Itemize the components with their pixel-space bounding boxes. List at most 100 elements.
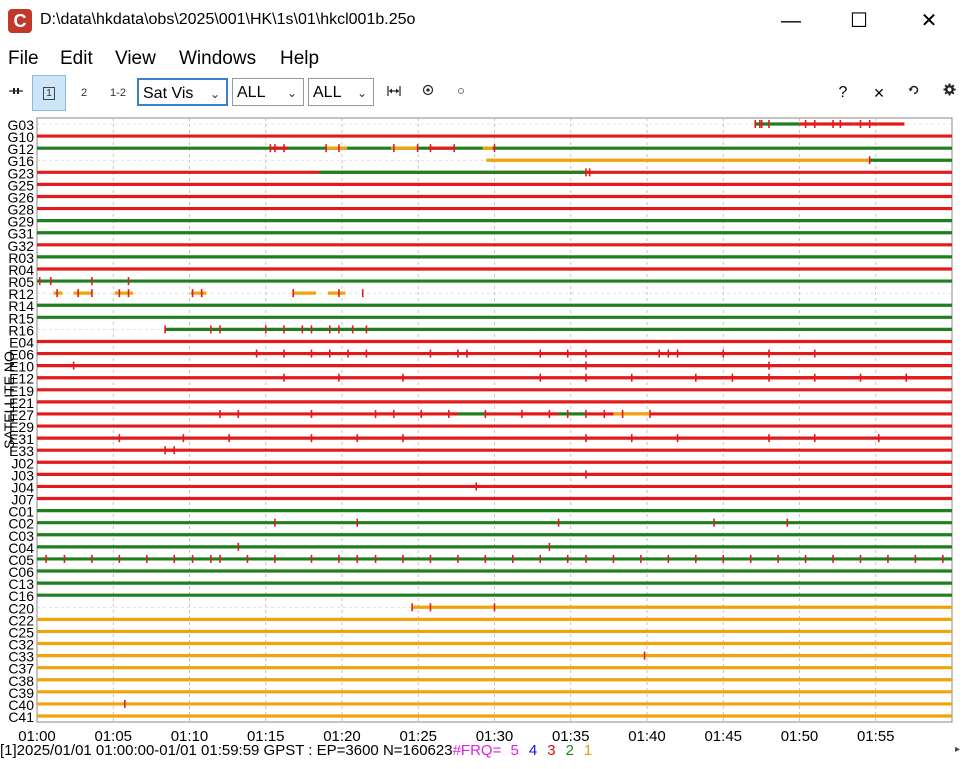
sat-label-G29: G29 (8, 214, 35, 230)
toolbar: 1 2 1-2 Sat Vis ⌄ ALL ⌄ ALL ⌄ ? × (0, 74, 964, 112)
menu-file[interactable]: File (8, 48, 39, 69)
x-tick-label: 01:20 (323, 728, 361, 742)
freq-value: ALL (237, 84, 266, 101)
chevron-down-icon: ⌄ (209, 87, 220, 101)
sat-label-G31: G31 (8, 226, 35, 242)
freq-select[interactable]: ALL ⌄ (232, 78, 304, 106)
sat-label-E29: E29 (9, 419, 34, 435)
close-button[interactable]: ✕ (920, 10, 938, 32)
sat-label-J07: J07 (11, 492, 34, 508)
plot-type-select[interactable]: Sat Vis ⌄ (137, 78, 228, 106)
resize-grip-icon: ▸ (954, 744, 960, 755)
sat-label-E27: E27 (9, 407, 34, 423)
sat-label-E12: E12 (9, 371, 34, 387)
sat-label-C03: C03 (8, 528, 34, 544)
sat-label-C22: C22 (8, 612, 34, 628)
sat-label-G25: G25 (8, 177, 35, 193)
x-tick-label: 01:45 (704, 728, 742, 742)
chevron-down-icon: ⌄ (356, 86, 367, 100)
sat-label-R12: R12 (8, 286, 34, 302)
sat-label-E31: E31 (9, 431, 34, 447)
sat-label-R03: R03 (8, 250, 34, 266)
frq-label: #FRQ= (452, 742, 502, 759)
sat-label-C16: C16 (8, 588, 34, 604)
menu-help[interactable]: Help (280, 48, 320, 69)
sat-label-G10: G10 (8, 129, 35, 145)
sat-label-C05: C05 (8, 552, 34, 568)
x-tick-label: 01:00 (18, 728, 56, 742)
sat-label-G23: G23 (8, 165, 35, 181)
sat-label-G26: G26 (8, 189, 35, 205)
sat-label-E21: E21 (9, 395, 34, 411)
fit-horizontal-icon[interactable] (380, 79, 408, 107)
frq-value-4: 4 (528, 742, 538, 759)
maximize-button[interactable]: ☐ (850, 10, 868, 32)
sat-label-G32: G32 (8, 238, 35, 254)
frq-value-3: 3 (547, 742, 556, 759)
gear-icon[interactable] (935, 79, 963, 107)
minimize-button[interactable]: — (781, 10, 801, 32)
sat-select[interactable]: ALL ⌄ (308, 78, 374, 106)
obs-1-button[interactable]: 1 (32, 75, 66, 111)
status-text: [1]2025/01/01 01:00:00-01/01 01:59:59 GP… (0, 742, 453, 759)
menu-windows[interactable]: Windows (179, 48, 257, 69)
sat-label-C02: C02 (8, 516, 34, 532)
sat-label-C39: C39 (8, 685, 34, 701)
sat-label-C40: C40 (8, 697, 34, 713)
sat-label-E06: E06 (9, 347, 34, 363)
obs-1-label: 1 (43, 87, 55, 100)
help-button[interactable]: ? (838, 84, 848, 101)
sat-label-J03: J03 (11, 467, 34, 483)
sat-label-C37: C37 (8, 661, 34, 677)
sat-label-R16: R16 (8, 322, 34, 338)
window-title: D:\data\hkdata\obs\2025\001\HK\1s\01\hkc… (40, 11, 416, 28)
clear-button[interactable]: × (873, 83, 885, 103)
x-tick-label: 01:25 (399, 728, 437, 742)
sat-label-C38: C38 (8, 673, 34, 689)
sat-label-G03: G03 (8, 117, 35, 133)
sat-label-C32: C32 (8, 637, 34, 653)
obs-1-2-button[interactable]: 1-2 (110, 87, 126, 99)
sat-label-E10: E10 (9, 359, 34, 375)
plot-type-value: Sat Vis (143, 85, 194, 102)
x-tick-label: 01:10 (171, 728, 209, 742)
frq-value-5: 5 (510, 742, 519, 759)
frq-value-2: 2 (565, 742, 574, 759)
sat-label-E04: E04 (9, 334, 34, 350)
frq-value-1: 1 (583, 742, 593, 759)
sat-label-C13: C13 (8, 576, 34, 592)
x-tick-label: 01:15 (247, 728, 285, 742)
sat-label-C33: C33 (8, 649, 34, 665)
x-tick-label: 01:35 (552, 728, 590, 742)
connect-icon[interactable] (2, 79, 30, 107)
satellite-visibility-plot[interactable]: 01:00 01:05 01:10 01:15 01:20 01:25 01:30 01:35… (0, 114, 964, 742)
menu-view[interactable]: View (115, 48, 156, 69)
sat-label-J04: J04 (11, 479, 34, 495)
sat-label-G12: G12 (8, 141, 35, 157)
sat-label-C20: C20 (8, 600, 34, 616)
sat-label-G28: G28 (8, 202, 35, 218)
reload-icon[interactable] (900, 79, 928, 107)
sat-label-C06: C06 (8, 564, 34, 580)
sat-label-C01: C01 (8, 504, 34, 520)
sat-label-E33: E33 (9, 443, 34, 459)
x-tick-label: 01:40 (628, 728, 666, 742)
x-tick-label: 01:55 (857, 728, 895, 742)
obs-2-button[interactable]: 2 (80, 87, 88, 99)
sat-label-R04: R04 (8, 262, 34, 278)
sat-label-C41: C41 (8, 709, 34, 725)
sat-value: ALL (313, 84, 342, 101)
app-icon: C (8, 9, 32, 33)
sat-label-R14: R14 (8, 298, 34, 314)
chevron-down-icon: ⌄ (286, 86, 297, 100)
dot-icon[interactable] (447, 79, 475, 107)
y-axis-label: SATELLITE NO (1, 351, 17, 449)
sat-label-J02: J02 (11, 455, 34, 471)
x-tick-label: 01:30 (476, 728, 514, 742)
sat-label-C04: C04 (8, 540, 34, 556)
menu-edit[interactable]: Edit (60, 48, 93, 69)
sat-label-G16: G16 (8, 153, 35, 169)
menu-bar: File Edit View Windows Help (0, 44, 964, 72)
sat-label-E19: E19 (9, 383, 34, 399)
center-target-icon[interactable] (414, 79, 442, 107)
